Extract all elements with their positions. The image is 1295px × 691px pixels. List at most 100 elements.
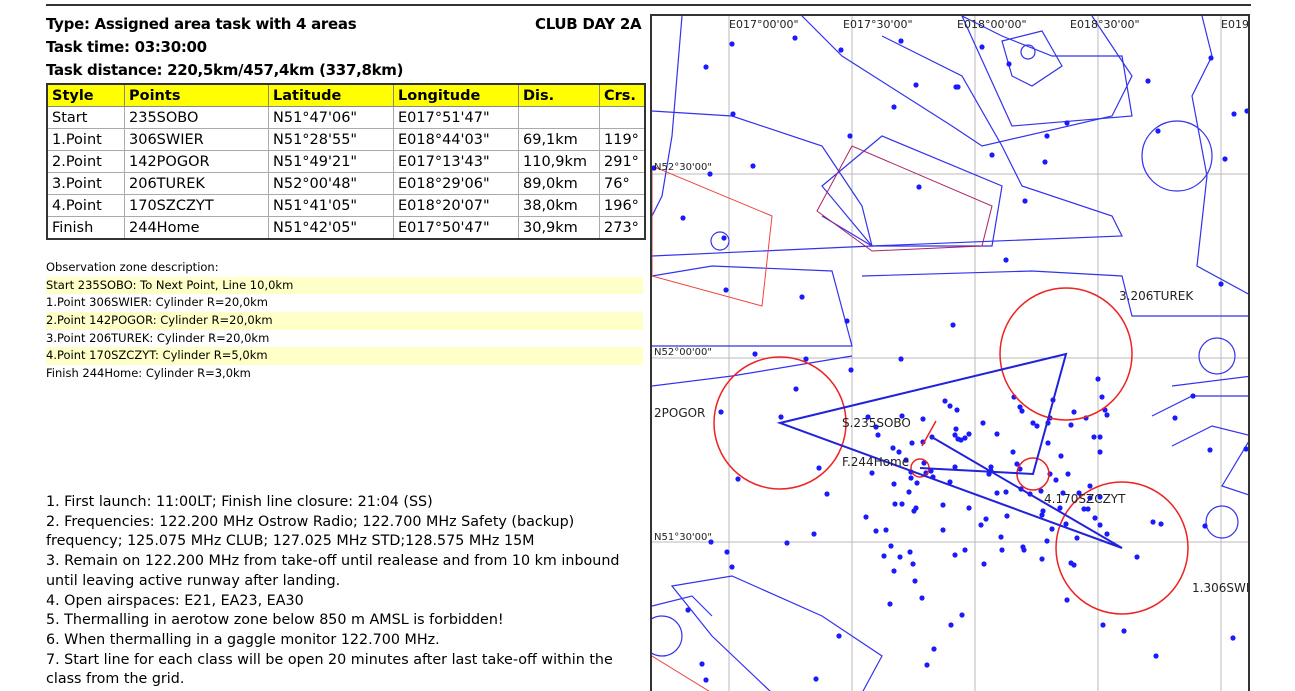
waypoint-marker [1121, 628, 1127, 634]
point-label: 3.206TUREK [1119, 289, 1194, 303]
waypoint-marker [916, 184, 922, 190]
waypoint-marker [1095, 376, 1101, 382]
waypoint-marker [1063, 521, 1069, 527]
waypoint-marker [906, 489, 912, 495]
waypoint-marker [1081, 506, 1087, 512]
table-cell: 3.Point [46, 172, 125, 195]
oz-title: Observation zone description: [46, 260, 219, 274]
waypoint-marker [750, 163, 756, 169]
waypoint-marker [953, 426, 959, 432]
waypoint-marker [883, 527, 889, 533]
waypoint-marker [913, 82, 919, 88]
waypoint-marker [999, 547, 1005, 553]
waypoint-marker [1150, 519, 1156, 525]
waypoint-marker [942, 398, 948, 404]
waypoint-marker [1202, 523, 1208, 529]
waypoint-marker [1039, 556, 1045, 562]
oz-item: 3.Point 206TUREK: Cylinder R=20,0km [46, 330, 270, 345]
waypoint-marker [869, 470, 875, 476]
lon-label: E018°30'00" [1070, 18, 1140, 31]
waypoint-marker [1097, 522, 1103, 528]
waypoint-marker [703, 64, 709, 70]
waypoint-marker [910, 561, 916, 567]
note: 3. Remain on 122.200 MHz from take-off u… [46, 553, 620, 589]
waypoint-marker [1060, 490, 1066, 496]
waypoint-marker [836, 633, 842, 639]
waypoint-marker [931, 646, 937, 652]
col-longitude: Longitude [393, 83, 519, 107]
waypoint-marker [824, 491, 830, 497]
table-cell [599, 106, 646, 129]
waypoint-marker [1058, 453, 1064, 459]
waypoint-marker [1091, 434, 1097, 440]
task-distance: Task distance: 220,5km/457,4km (337,8km) [46, 61, 404, 79]
waypoint-marker [811, 531, 817, 537]
waypoint-marker [966, 505, 972, 511]
waypoint-marker [955, 84, 961, 90]
table-cell: E018°44'03" [393, 128, 519, 151]
waypoint-marker [799, 294, 805, 300]
waypoint-marker [1004, 513, 1010, 519]
waypoint-marker [1042, 159, 1048, 165]
waypoint-marker [912, 578, 918, 584]
waypoint-marker [1243, 446, 1248, 452]
table-row: Finish 244Home N51°42'05" E017°50'47" 30,9km… [46, 216, 646, 240]
waypoint-marker [1076, 490, 1082, 496]
waypoint-marker [1218, 281, 1224, 287]
waypoint-marker [1049, 526, 1055, 532]
waypoint-marker [1021, 547, 1027, 553]
waypoint-marker [898, 356, 904, 362]
restricted-areas [652, 145, 993, 691]
waypoint-marker [1022, 198, 1028, 204]
col-course: Crs. [599, 83, 646, 107]
oz-item: 4.Point 170SZCZYT: Cylinder R=5,0km [46, 347, 643, 366]
waypoint-marker [911, 508, 917, 514]
waypoint-marker [1145, 78, 1151, 84]
table-cell: N51°28'55" [268, 128, 394, 151]
waypoint-marker [803, 356, 809, 362]
waypoint-marker [1053, 477, 1059, 483]
waypoint-marker [784, 540, 790, 546]
waypoint-marker [1172, 415, 1178, 421]
table-cell: E017°50'47" [393, 216, 519, 240]
competition-day: CLUB DAY 2A [535, 15, 642, 33]
waypoint-marker [1071, 409, 1077, 415]
note: 6. When thermalling in a gaggle monitor … [46, 631, 440, 648]
waypoint-marker [1208, 55, 1214, 61]
oz-item: Finish 244Home: Cylinder R=3,0km [46, 366, 251, 381]
waypoint-marker [962, 435, 968, 441]
lon-label: E019°00'00" [1221, 18, 1250, 31]
waypoint-marker [721, 235, 727, 241]
waypoint-marker [1134, 554, 1140, 560]
waypoint-marker [919, 595, 925, 601]
waypoint-marker [994, 490, 1000, 496]
waypoint-marker [954, 407, 960, 413]
table-cell: 110,9km [518, 150, 600, 173]
waypoint-marker [891, 568, 897, 574]
waypoint-marker [848, 367, 854, 373]
task-map[interactable]: E017°00'00" E017°30'00" E018°00'00" E018… [650, 14, 1250, 691]
waypoint-marker [891, 104, 897, 110]
waypoint-marker [873, 424, 879, 430]
waypoint-marker [940, 527, 946, 533]
table-cell: 235SOBO [124, 106, 269, 129]
zone-swier [1055, 481, 1189, 615]
waypoint-marker [920, 416, 926, 422]
table-cell: N51°42'05" [268, 216, 394, 240]
waypoint-marker [1068, 422, 1074, 428]
table-cell: E017°51'47" [393, 106, 519, 129]
waypoint-marker [680, 215, 686, 221]
waypoint-marker [903, 457, 909, 463]
waypoint-marker [729, 564, 735, 570]
table-cell: N51°49'21" [268, 150, 394, 173]
waypoint-marker [958, 437, 964, 443]
oz-item: 1.Point 306SWIER: Cylinder R=20,0km [46, 295, 268, 310]
waypoint-marker [838, 47, 844, 53]
waypoint-marker [708, 539, 714, 545]
waypoint-marker [1014, 461, 1020, 467]
waypoint-marker [887, 601, 893, 607]
table-cell: E017°13'43" [393, 150, 519, 173]
table-cell: 89,0km [518, 172, 600, 195]
waypoint-marker [899, 501, 905, 507]
start-line [921, 420, 937, 447]
